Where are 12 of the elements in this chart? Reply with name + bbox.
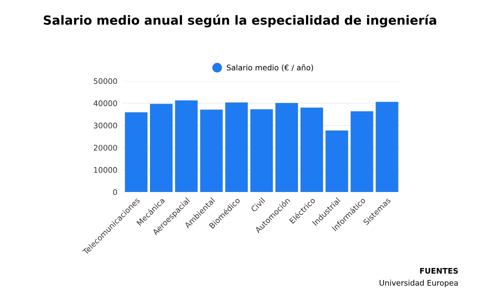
bar xyxy=(175,100,198,192)
bar xyxy=(150,104,173,192)
bar xyxy=(326,130,348,192)
bar xyxy=(350,111,374,192)
bar xyxy=(275,102,298,192)
bar xyxy=(200,110,223,192)
bar xyxy=(250,109,273,192)
bar xyxy=(225,102,248,192)
chart-title: Salario medio anual según la especialidad de ingeniería xyxy=(44,14,436,28)
bar xyxy=(376,102,398,192)
bar xyxy=(124,112,148,192)
bar xyxy=(300,108,324,192)
